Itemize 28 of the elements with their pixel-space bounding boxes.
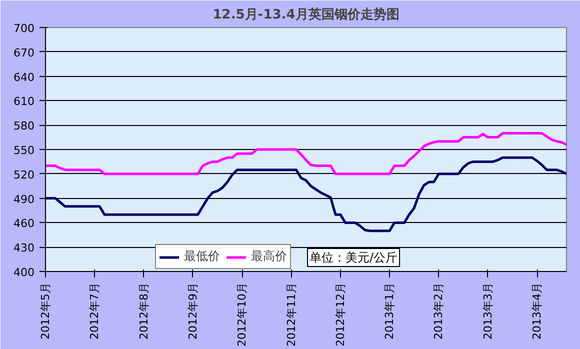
x-tick-label: 2013年2月 [432,282,446,340]
y-tick-label: 520 [14,168,35,182]
x-tick-label: 2013年1月 [383,282,396,340]
y-tick-label: 490 [14,192,35,206]
y-tick-label: 670 [14,46,35,60]
line-series [46,156,566,232]
x-tick-label: 2012年12月 [334,282,347,346]
y-tick-label: 700 [14,22,35,35]
y-tick-label: 580 [14,120,35,133]
x-tick-label: 2012年10月 [236,282,249,346]
x-tick-label: 2013年3月 [481,282,494,340]
x-tick-label: 2012年11月 [284,282,298,346]
y-tick-label: 610 [14,95,35,108]
x-tick-label: 2012年8月 [137,282,150,340]
line-series [46,132,566,176]
y-tick-label: 550 [14,144,35,157]
legend-label: 最低价 [184,248,220,265]
chart-title: 12.5月-13.4月英国铟价走势图 [212,6,400,22]
y-tick-label: 430 [14,242,35,255]
y-tick-label: 640 [14,70,35,84]
annotation: 单位：美元/公斤 [310,250,398,264]
x-tick-label: 2012年7月 [88,282,102,340]
y-tick-label: 460 [14,217,35,230]
y-tick-label: 400 [14,266,35,279]
legend-label: 最高价 [251,248,287,265]
x-tick-label: 2012年5月 [39,282,52,340]
x-tick-label: 2012年9月 [186,282,200,340]
x-tick-label: 2013年4月 [530,282,544,340]
